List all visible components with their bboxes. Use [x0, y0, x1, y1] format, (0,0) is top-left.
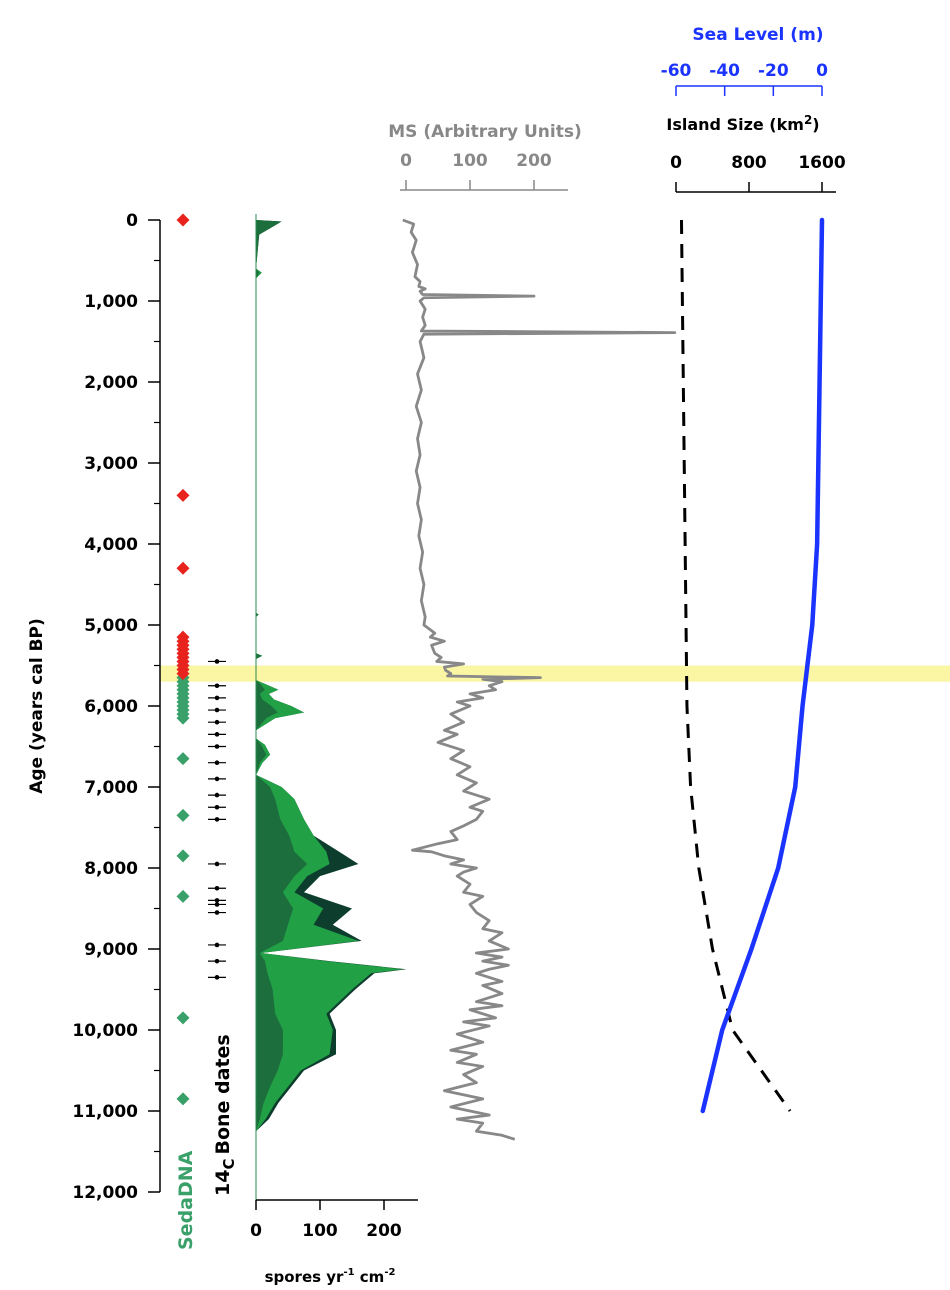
sea-level-tick-label: -40 — [709, 61, 740, 81]
bone-date-point — [214, 910, 220, 915]
age-axis: 0 1,000 2,000 3,000 4,000 5,000 6,000 7,000 8,00… — [27, 211, 161, 1203]
ms-axis: 0 100 200 MS (Arbitrary Units) — [388, 122, 582, 191]
age-axis-ticks: 0 1,000 2,000 3,000 4,000 5,000 6,000 7,000 8,00… — [72, 211, 160, 1203]
bone-dates-label: 14C Bone dates — [212, 1034, 238, 1196]
spores-axis: 0 100 200 spores yr-1 cm-2 — [250, 1199, 418, 1286]
highlight-band-layer — [160, 665, 950, 682]
ms-tick-label: 200 — [516, 151, 552, 171]
age-tick-label: 3,000 — [84, 454, 138, 474]
island-size-axis-label-main: Island Size (km — [666, 115, 804, 134]
highlight-band — [160, 665, 950, 682]
island-size-axis-label-end: ) — [812, 115, 819, 134]
bone-date-point — [214, 861, 220, 867]
bone-date-point — [214, 683, 220, 689]
island-size-series-line — [679, 219, 792, 1112]
spores-axis-ticks: 0 100 200 — [250, 1200, 402, 1241]
bone-date-point — [214, 659, 220, 664]
bone-date-point — [214, 817, 220, 822]
bone-dates-label-prefix: 14 — [212, 1170, 234, 1196]
sedadna-diamond — [176, 1092, 190, 1106]
age-tick-label: 10,000 — [72, 1021, 138, 1041]
sedadna-markers — [176, 213, 190, 1106]
sedadna-diamond — [176, 752, 190, 766]
bone-date-point — [214, 719, 220, 725]
bone-date-point — [214, 760, 220, 765]
age-tick-label: 11,000 — [72, 1102, 138, 1122]
sea-level-axis: -60 -40 -20 0 Sea Level (m) — [661, 25, 828, 96]
sea-level-tick-label: -60 — [661, 61, 692, 81]
island-size-axis-label: Island Size (km2) — [666, 113, 819, 134]
sedadna-diamond — [176, 213, 190, 227]
sedadna-diamond — [176, 711, 190, 725]
ms-axis-label: MS (Arbitrary Units) — [388, 122, 582, 142]
age-tick-label: 0 — [126, 211, 138, 231]
sedadna-diamond — [176, 889, 190, 903]
ms-axis-ticks: 0 100 200 — [400, 151, 552, 190]
sedadna-diamond — [176, 849, 190, 863]
sea-level-tick-label: -20 — [758, 61, 789, 81]
bone-date-point — [214, 942, 220, 948]
sedadna-diamond — [176, 667, 190, 681]
bone-date-point — [214, 695, 220, 701]
age-tick-label: 6,000 — [84, 697, 138, 717]
island-size-tick-label: 1600 — [798, 153, 845, 173]
island-size-axis: 0 800 1600 Island Size (km2) — [666, 113, 846, 193]
age-tick-label: 4,000 — [84, 535, 138, 555]
spores-area-chart — [256, 220, 407, 1132]
spores-tick-label: 100 — [302, 1221, 338, 1241]
sea-level-tick-label: 0 — [816, 61, 828, 81]
bone-dates-label-prefix-sub: C — [220, 1159, 238, 1170]
age-tick-label: 2,000 — [84, 373, 138, 393]
age-tick-label: 7,000 — [84, 778, 138, 798]
ms-line-chart — [402, 218, 677, 1141]
bone-date-point — [214, 898, 220, 903]
spores-axis-label-exp1: -1 — [343, 1267, 354, 1278]
bone-date-point — [214, 902, 220, 907]
island-size-axis-ticks: 0 800 1600 — [670, 153, 846, 192]
bone-date-point — [214, 958, 220, 964]
sedadna-diamond — [176, 561, 190, 575]
sedadna-label: SedaDNA — [175, 1150, 197, 1250]
island-size-tick-label: 0 — [670, 153, 682, 173]
sea-level-axis-ticks: -60 -40 -20 0 — [661, 61, 828, 96]
bone-date-point — [214, 885, 220, 891]
spores-axis-label-mid: cm — [355, 1268, 385, 1286]
spores-tick-label: 0 — [250, 1221, 262, 1241]
ms-series-line — [402, 218, 677, 1141]
bone-date-point — [214, 792, 220, 798]
bone-date-point — [214, 804, 220, 810]
bone-date-point — [214, 744, 220, 749]
sedadna-diamond — [176, 1011, 190, 1025]
spores-axis-label-main: spores yr — [265, 1268, 344, 1286]
ms-tick-label: 100 — [452, 151, 488, 171]
spores-axis-label: spores yr-1 cm-2 — [265, 1267, 396, 1286]
bone-date-point — [214, 707, 220, 713]
sedadna-diamond — [176, 488, 190, 502]
sedadna-diamond — [176, 808, 190, 822]
spores-tick-label: 200 — [366, 1221, 402, 1241]
age-axis-label: Age (years cal BP) — [27, 618, 47, 794]
ms-tick-label: 0 — [400, 151, 412, 171]
age-tick-label: 8,000 — [84, 859, 138, 879]
age-tick-label: 1,000 — [84, 292, 138, 312]
bone-dates-label-main: Bone dates — [212, 1034, 234, 1154]
island-size-line-chart — [679, 219, 792, 1112]
bone-date-point — [214, 776, 220, 782]
island-size-tick-label: 800 — [731, 153, 767, 173]
age-tick-label: 9,000 — [84, 940, 138, 960]
sea-level-axis-label: Sea Level (m) — [692, 25, 823, 45]
bone-date-point — [214, 975, 220, 980]
spores-area-layer — [256, 220, 404, 1132]
bone-date-point — [214, 732, 220, 737]
spores-axis-label-exp2: -2 — [384, 1267, 395, 1278]
bone-date-markers — [208, 659, 226, 980]
spores-area-layer — [256, 220, 308, 1132]
age-tick-label: 12,000 — [72, 1183, 138, 1203]
sea-level-series-line — [700, 217, 825, 1114]
island-size-axis-label-sup: 2 — [804, 113, 812, 127]
age-tick-label: 5,000 — [84, 616, 138, 636]
sea-level-line-chart — [700, 217, 825, 1114]
